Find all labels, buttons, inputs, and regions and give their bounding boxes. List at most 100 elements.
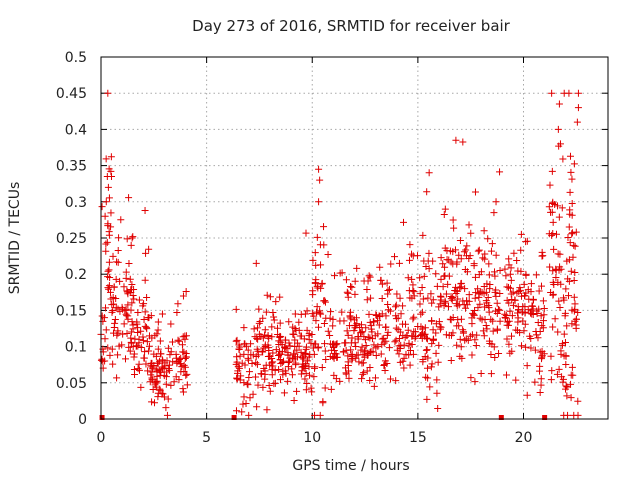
data-point [405,342,413,350]
data-point [358,375,366,383]
data-point [235,345,243,353]
data-point [382,323,390,331]
data-point [363,286,371,294]
data-point [102,304,110,312]
data-point [527,344,535,352]
data-point [570,241,578,249]
data-point [374,317,382,325]
data-point [321,298,329,306]
data-point [502,371,510,379]
data-point [122,274,130,282]
data-point [445,256,453,264]
data-point [514,309,522,317]
data-point [532,271,540,279]
data-point [493,299,501,307]
data-point [320,320,328,328]
data-point [130,295,138,303]
data-point [533,307,541,315]
data-point [122,268,130,276]
data-point [454,316,462,324]
data-point [366,273,374,281]
data-point [567,380,575,388]
data-point [328,346,336,354]
data-point [145,347,153,355]
data-point [559,375,567,383]
data-point [278,348,286,356]
data-point [232,337,240,345]
data-point [505,255,513,263]
data-point [143,338,151,346]
data-point [114,247,122,255]
data-point [125,194,133,202]
data-point [404,274,412,282]
data-point [327,308,335,316]
data-point [471,378,479,386]
data-point [486,281,494,289]
data-point [244,346,252,354]
data-point [441,205,449,213]
data-point [436,323,444,331]
x-axis-label: GPS time / hours [292,458,409,474]
data-point [252,359,260,367]
data-point [548,89,556,97]
data-point [338,269,346,277]
data-point [131,335,139,343]
data-point [129,343,137,351]
data-point [461,336,469,344]
data-point [158,356,166,364]
data-point [485,301,493,309]
data-point [255,319,263,327]
data-point [114,327,122,335]
data-point [537,312,545,320]
data-point [425,169,433,177]
data-point [472,341,480,349]
data-point [514,326,522,334]
x-tick-labels: 0 5 10 15 20 [97,430,533,446]
data-point [556,140,564,148]
data-point [105,231,113,239]
data-point [375,321,383,329]
data-point [140,300,148,308]
data-point [159,365,167,373]
data-point [241,340,249,348]
data-point [547,376,555,384]
data-point [571,300,579,308]
data-point [385,285,393,293]
data-point [135,366,143,374]
data-point [566,206,574,214]
data-point [162,404,170,412]
data-point [365,272,373,280]
data-point [149,386,157,394]
data-point [540,304,548,312]
data-point [266,293,274,301]
data-point [549,267,557,275]
data-point [539,252,547,260]
data-point [345,374,353,382]
data-point [127,338,135,346]
data-point [474,285,482,293]
data-point [423,335,431,343]
data-point [418,283,426,291]
data-point [513,256,521,264]
y-tick-label: 0.3 [65,195,87,211]
data-point [482,297,490,305]
data-point [550,245,558,253]
data-points [97,89,582,419]
data-point [440,272,448,280]
data-point [250,325,258,333]
data-point [555,365,563,373]
data-point [318,279,326,287]
data-point [316,176,324,184]
chart-title: Day 273 of 2016, SRMTID for receiver bai… [192,17,511,35]
data-point [232,305,240,313]
data-point [568,363,576,371]
data-point [300,335,308,343]
data-point [351,339,359,347]
data-point [428,299,436,307]
y-tick-label: 0.4 [65,122,87,138]
zero-marker [231,415,237,420]
data-point [441,263,449,271]
data-point [314,323,322,331]
data-point [516,286,524,294]
data-point [130,350,138,358]
